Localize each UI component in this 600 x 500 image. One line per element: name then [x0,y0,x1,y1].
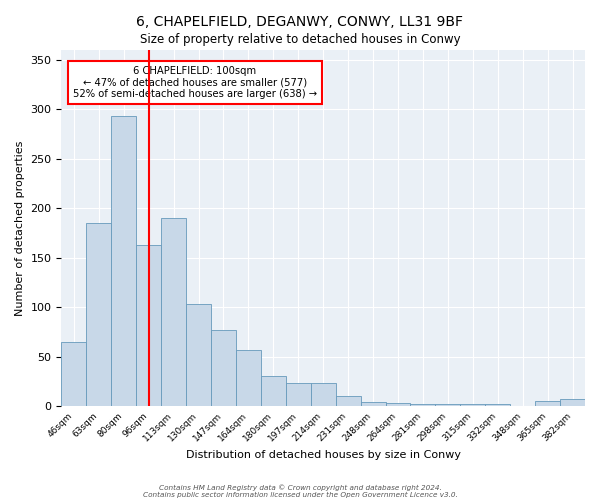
Bar [161,218,186,406]
Bar [361,402,386,406]
Y-axis label: Number of detached properties: Number of detached properties [15,140,25,316]
Bar [261,376,286,406]
Bar [485,404,510,406]
Bar [311,384,335,406]
Bar [535,401,560,406]
Bar [211,330,236,406]
Bar [410,404,436,406]
Bar [386,403,410,406]
Bar [436,404,460,406]
Bar [460,404,485,406]
Text: 6 CHAPELFIELD: 100sqm
← 47% of detached houses are smaller (577)
52% of semi-det: 6 CHAPELFIELD: 100sqm ← 47% of detached … [73,66,317,99]
Bar [111,116,136,406]
Bar [61,342,86,406]
Bar [136,245,161,406]
Bar [236,350,261,406]
Bar [335,396,361,406]
Bar [560,399,585,406]
Text: Size of property relative to detached houses in Conwy: Size of property relative to detached ho… [140,32,460,46]
Bar [186,304,211,406]
Text: Contains HM Land Registry data © Crown copyright and database right 2024.
Contai: Contains HM Land Registry data © Crown c… [143,484,457,498]
Bar [86,223,111,406]
Text: 6, CHAPELFIELD, DEGANWY, CONWY, LL31 9BF: 6, CHAPELFIELD, DEGANWY, CONWY, LL31 9BF [137,15,464,29]
X-axis label: Distribution of detached houses by size in Conwy: Distribution of detached houses by size … [186,450,461,460]
Bar [286,384,311,406]
